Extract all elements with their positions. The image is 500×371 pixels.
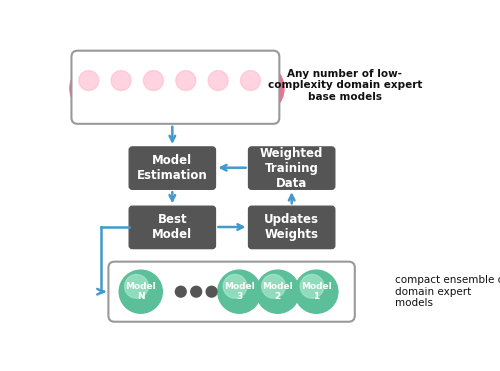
Circle shape [232, 62, 284, 115]
Circle shape [122, 277, 159, 314]
Circle shape [240, 70, 260, 91]
Circle shape [176, 70, 196, 91]
FancyBboxPatch shape [129, 147, 216, 189]
Circle shape [167, 62, 220, 115]
Circle shape [260, 277, 296, 314]
Circle shape [256, 270, 300, 313]
Circle shape [144, 70, 164, 91]
Circle shape [298, 277, 335, 314]
Text: Weighted
Training
Data: Weighted Training Data [260, 147, 324, 190]
Circle shape [176, 286, 186, 297]
Circle shape [295, 270, 338, 313]
Text: Model
2: Model 2 [262, 282, 293, 301]
FancyBboxPatch shape [129, 206, 216, 249]
Circle shape [208, 70, 228, 91]
FancyBboxPatch shape [108, 262, 355, 322]
FancyBboxPatch shape [248, 147, 335, 189]
Circle shape [119, 270, 162, 313]
Circle shape [221, 277, 258, 314]
Text: Updates
Weights: Updates Weights [264, 213, 319, 242]
Circle shape [102, 62, 154, 115]
Circle shape [191, 286, 202, 297]
Circle shape [262, 275, 285, 298]
Text: Model
Estimation: Model Estimation [137, 154, 208, 182]
Circle shape [236, 71, 280, 115]
Text: Any number of low-
complexity domain expert
base models: Any number of low- complexity domain exp… [268, 69, 422, 102]
Circle shape [138, 71, 183, 115]
Circle shape [200, 62, 252, 115]
Circle shape [70, 62, 122, 115]
Text: compact ensemble of
domain expert
models: compact ensemble of domain expert models [395, 275, 500, 308]
Circle shape [106, 71, 150, 115]
Text: Model
1: Model 1 [301, 282, 332, 301]
Circle shape [206, 286, 217, 297]
Circle shape [79, 70, 98, 91]
FancyBboxPatch shape [72, 51, 280, 124]
Circle shape [203, 71, 248, 115]
Circle shape [300, 275, 324, 298]
Text: Best
Model: Best Model [152, 213, 192, 242]
Circle shape [74, 71, 118, 115]
Circle shape [218, 270, 261, 313]
Circle shape [124, 275, 148, 298]
Circle shape [223, 275, 247, 298]
FancyBboxPatch shape [248, 206, 335, 249]
Circle shape [111, 70, 131, 91]
Circle shape [134, 62, 187, 115]
Text: Model
N: Model N [126, 282, 156, 301]
Text: Model
3: Model 3 [224, 282, 254, 301]
Circle shape [171, 71, 216, 115]
